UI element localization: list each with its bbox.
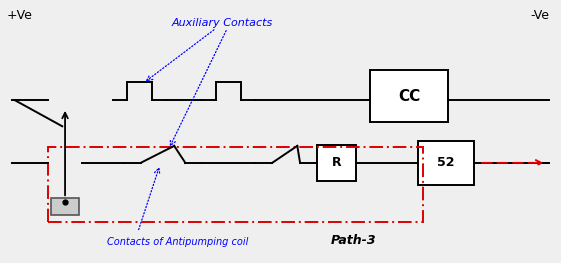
Bar [317,145,356,181]
Bar [51,198,79,215]
Text: -Ve: -Ve [530,8,549,22]
Text: CC: CC [398,89,420,104]
Bar [48,147,423,222]
Text: Auxiliary Contacts: Auxiliary Contacts [171,18,273,28]
Text: +Ve: +Ve [6,8,32,22]
Bar [370,70,448,122]
Text: Contacts of Antipumping coil: Contacts of Antipumping coil [107,237,249,247]
Text: R: R [332,156,341,169]
Text: 52: 52 [437,156,454,169]
Bar [417,141,473,185]
Text: Path-3: Path-3 [330,234,376,247]
